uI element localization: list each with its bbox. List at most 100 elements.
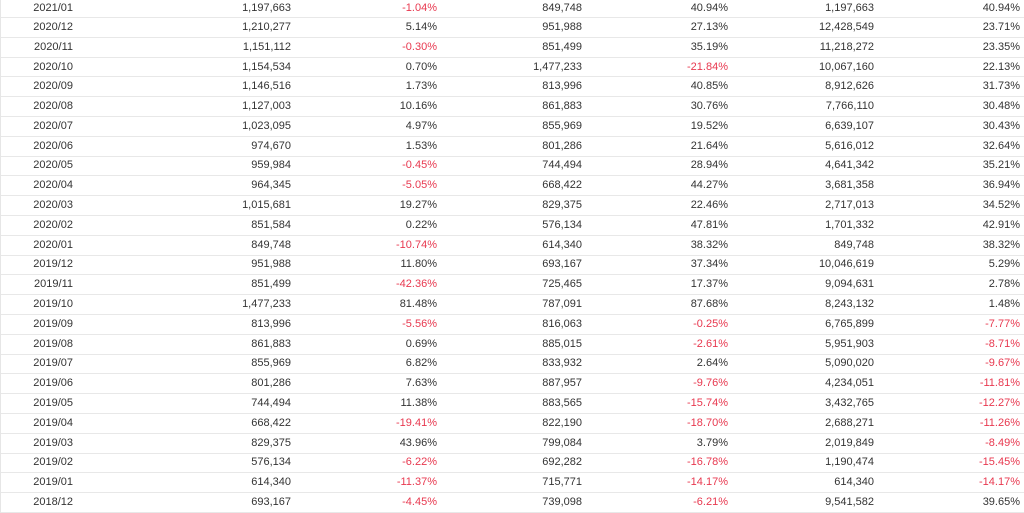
cumulative-change-cell: 22.13%	[982, 60, 1020, 73]
change-cell: -5.05%	[402, 179, 437, 192]
change-cell: 19.27%	[399, 199, 437, 212]
cumulative-change-cell: 2.78%	[988, 278, 1020, 291]
prev-value-cell: 744,494	[542, 159, 582, 172]
cumulative-change-cell: 35.21%	[982, 159, 1020, 172]
change-cell: 11.38%	[400, 397, 438, 410]
change-cell: -0.30%	[402, 40, 437, 53]
month-cell: 2021/01	[33, 2, 73, 14]
yoy-change-cell: 21.64%	[690, 139, 728, 152]
yoy-change-cell: -15.74%	[687, 397, 728, 410]
value-cell: 1,023,095	[242, 119, 291, 132]
cumulative-cell: 1,197,663	[825, 2, 874, 14]
cumulative-cell: 849,748	[834, 238, 874, 251]
yoy-change-cell: 2.64%	[696, 357, 728, 370]
cumulative-change-cell: -15.45%	[979, 456, 1020, 469]
month-cell: 2019/12	[33, 258, 73, 271]
cumulative-cell: 2,717,013	[825, 199, 874, 212]
value-cell: 744,494	[251, 397, 291, 410]
yoy-change-cell: 35.19%	[690, 40, 728, 53]
cumulative-change-cell: -8.71%	[985, 337, 1020, 350]
table-row: 2020/08 1,127,003 10.16% 861,883 30.76% 7,766…	[1, 97, 1024, 117]
table-row: 2020/11 1,151,112 -0.30% 851,499 35.19% 11,21…	[1, 38, 1024, 58]
value-cell: 1,197,663	[242, 2, 291, 14]
value-cell: 576,134	[251, 456, 291, 469]
change-cell: 5.14%	[405, 20, 437, 33]
prev-value-cell: 1,477,233	[533, 60, 582, 73]
cumulative-change-cell: 30.43%	[982, 119, 1020, 132]
change-cell: -4.45%	[402, 496, 437, 509]
value-cell: 855,969	[251, 357, 291, 370]
change-cell: -19.41%	[396, 416, 437, 429]
cumulative-cell: 4,641,342	[825, 159, 874, 172]
value-cell: 951,988	[251, 258, 291, 271]
month-cell: 2019/05	[33, 397, 73, 410]
prev-value-cell: 885,015	[542, 337, 582, 350]
month-cell: 2018/12	[33, 496, 73, 509]
value-cell: 614,340	[251, 476, 291, 489]
cumulative-change-cell: 5.29%	[988, 258, 1020, 271]
prev-value-cell: 816,063	[542, 317, 582, 330]
change-cell: -1.04%	[402, 2, 437, 14]
value-cell: 693,167	[251, 496, 291, 509]
change-cell: -0.45%	[402, 159, 437, 172]
cumulative-change-cell: 23.35%	[982, 40, 1020, 53]
change-cell: 7.63%	[405, 377, 437, 390]
prev-value-cell: 822,190	[542, 416, 582, 429]
table-row: 2019/01 614,340 -11.37% 715,771 -14.17% 614,3…	[1, 473, 1024, 494]
month-cell: 2020/09	[33, 80, 73, 93]
prev-value-cell: 833,932	[542, 357, 582, 370]
value-cell: 829,375	[251, 436, 291, 449]
table-row: 2019/12 951,988 11.80% 693,167 37.34% 10,046,…	[1, 256, 1024, 276]
month-cell: 2020/06	[33, 139, 73, 152]
prev-value-cell: 849,748	[542, 2, 582, 14]
cumulative-change-cell: -8.49%	[985, 436, 1020, 449]
yoy-change-cell: 22.46%	[690, 199, 728, 212]
month-cell: 2020/10	[33, 60, 73, 73]
yoy-change-cell: 44.27%	[690, 179, 728, 192]
cumulative-cell: 12,428,549	[818, 20, 874, 33]
cumulative-change-cell: 23.71%	[982, 20, 1020, 33]
cumulative-cell: 8,912,626	[825, 80, 874, 93]
cumulative-change-cell: 39.65%	[982, 496, 1020, 509]
value-cell: 668,422	[251, 416, 291, 429]
prev-value-cell: 813,996	[542, 80, 582, 93]
cumulative-change-cell: 30.48%	[982, 100, 1020, 113]
yoy-change-cell: -9.76%	[693, 377, 728, 390]
yoy-change-cell: 47.81%	[690, 218, 728, 231]
month-cell: 2019/02	[33, 456, 73, 469]
yoy-change-cell: -0.25%	[693, 317, 728, 330]
yoy-change-cell: 30.76%	[690, 100, 728, 113]
cumulative-cell: 5,951,903	[825, 337, 874, 350]
yoy-change-cell: -2.61%	[693, 337, 728, 350]
cumulative-cell: 2,688,271	[825, 416, 874, 429]
prev-value-cell: 887,957	[542, 377, 582, 390]
month-cell: 2019/01	[33, 476, 73, 489]
prev-value-cell: 692,282	[542, 456, 582, 469]
prev-value-cell: 855,969	[542, 119, 582, 132]
value-cell: 861,883	[251, 337, 291, 350]
month-cell: 2019/07	[33, 357, 73, 370]
cumulative-cell: 9,094,631	[825, 278, 874, 291]
cumulative-change-cell: -9.67%	[985, 357, 1020, 370]
cumulative-cell: 8,243,132	[825, 298, 874, 311]
prev-value-cell: 851,499	[542, 40, 582, 53]
yoy-change-cell: -14.17%	[687, 476, 728, 489]
cumulative-cell: 7,766,110	[825, 100, 874, 113]
month-cell: 2020/11	[34, 40, 73, 53]
cumulative-cell: 5,090,020	[825, 357, 874, 370]
yoy-change-cell: 40.94%	[690, 2, 728, 14]
value-cell: 851,499	[251, 278, 291, 291]
month-cell: 2020/05	[33, 159, 73, 172]
yoy-change-cell: -6.21%	[693, 496, 728, 509]
prev-value-cell: 576,134	[542, 218, 582, 231]
prev-value-cell: 739,098	[542, 496, 582, 509]
change-cell: -5.56%	[402, 317, 437, 330]
change-cell: 10.16%	[399, 100, 437, 113]
cumulative-change-cell: 40.94%	[982, 2, 1020, 14]
yoy-change-cell: 38.32%	[690, 238, 728, 251]
table-row: 2020/06 974,670 1.53% 801,286 21.64% 5,616,01…	[1, 137, 1024, 157]
cumulative-change-cell: -11.26%	[979, 416, 1020, 429]
cumulative-change-cell: 32.64%	[982, 139, 1020, 152]
cumulative-change-cell: 42.91%	[982, 218, 1020, 231]
